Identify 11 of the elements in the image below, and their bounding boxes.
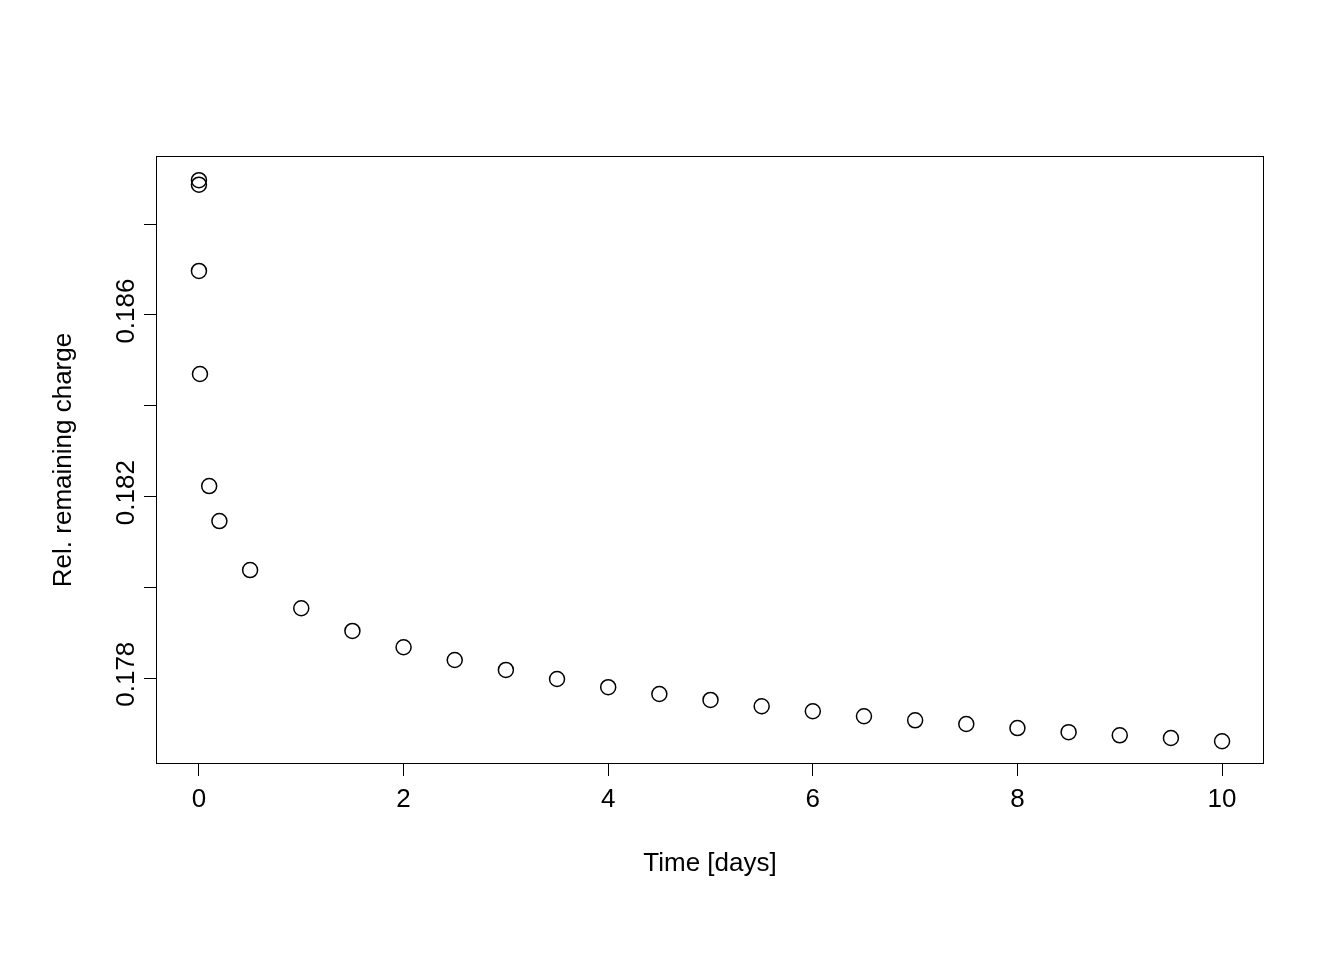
x-axis-title: Time [days] <box>643 847 777 877</box>
x-tick-label: 0 <box>191 783 207 814</box>
y-axis-title: Rel. remaining charge <box>46 332 77 588</box>
y-tick-label: 0.182 <box>109 460 140 526</box>
x-tick-label: 4 <box>600 783 616 814</box>
x-tick-label: 6 <box>805 783 821 814</box>
y-tick-label: 0.186 <box>109 278 140 344</box>
x-tick-label: 10 <box>1207 783 1237 814</box>
x-tick-label: 8 <box>1010 783 1025 814</box>
y-tick-label: 0.178 <box>109 641 140 707</box>
x-tick-label: 2 <box>396 783 411 814</box>
